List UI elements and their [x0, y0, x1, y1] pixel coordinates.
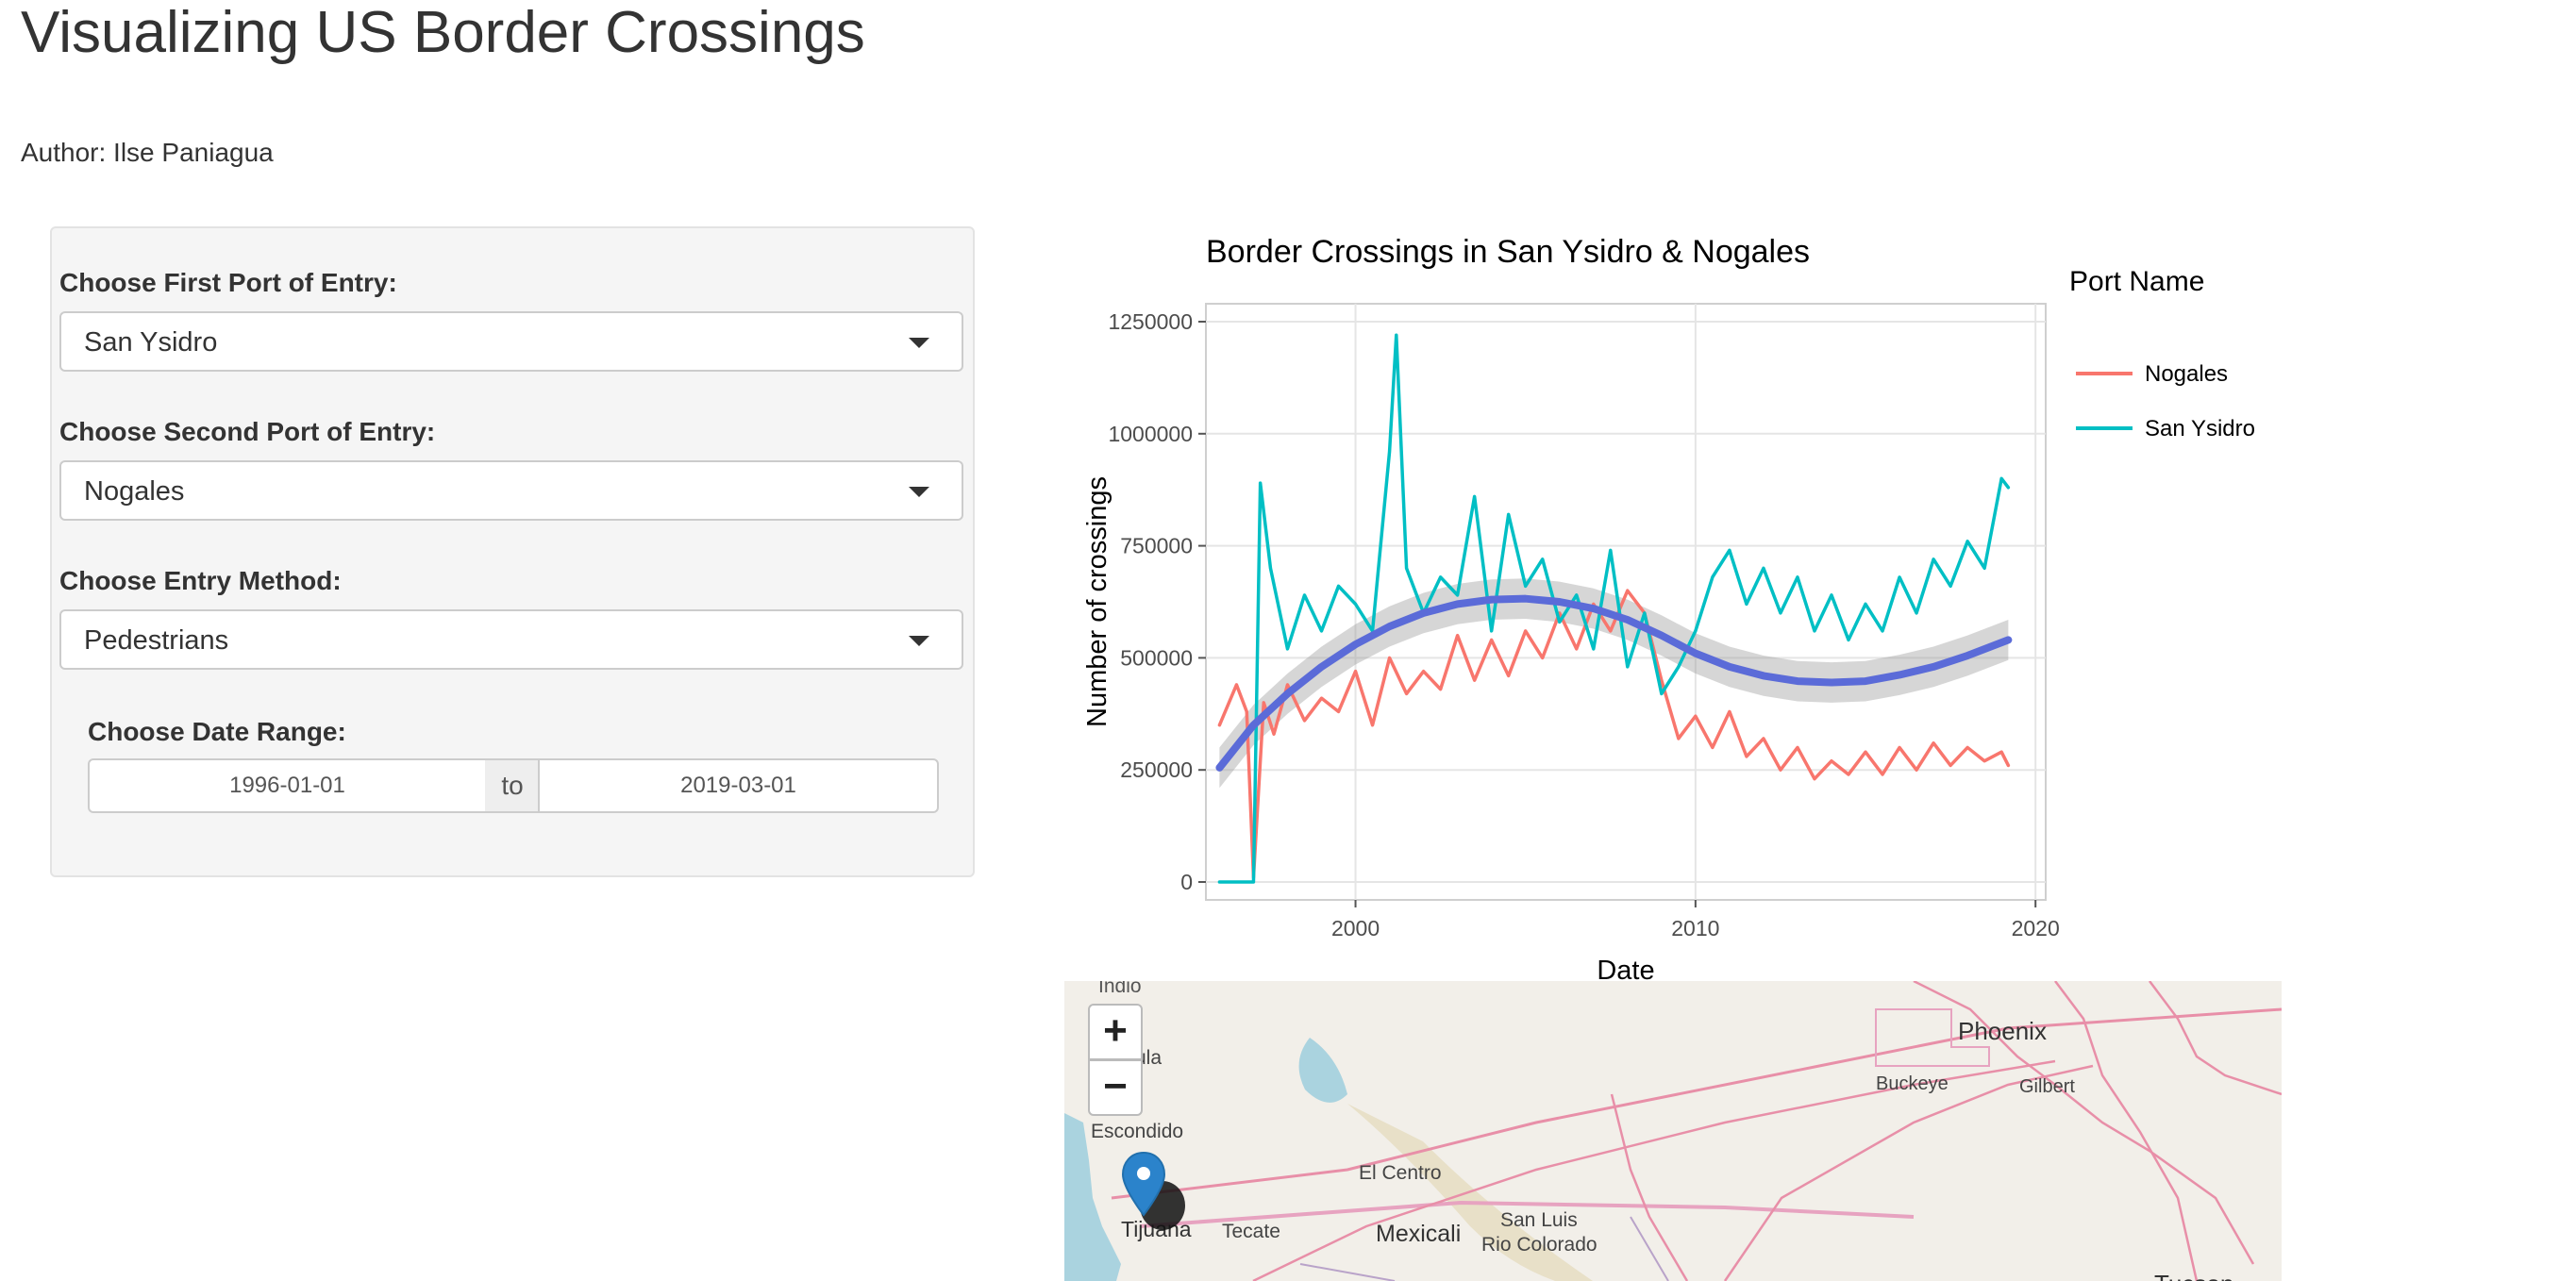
x-axis-label: Date: [1597, 956, 1654, 986]
trend-confidence-band: [1219, 578, 2009, 789]
legend-label: Nogales: [2145, 361, 2228, 387]
map-label-phoenix: Phoenix: [1958, 1017, 2047, 1045]
y-tick-label: 500000: [1120, 645, 1193, 670]
map-label-gilbert: Gilbert: [2019, 1076, 2075, 1097]
sidebar-panel: Choose First Port of Entry: San Ysidro C…: [50, 226, 975, 877]
zoom-in-button[interactable]: +: [1088, 1004, 1143, 1060]
second-port-value: Nogales: [84, 476, 185, 507]
map-pin-icon[interactable]: [1121, 1151, 1196, 1240]
map-label-tucson: Tucson: [2154, 1270, 2233, 1281]
y-tick-label: 1250000: [1108, 309, 1193, 334]
legend-title: Port Name: [2069, 266, 2204, 297]
chevron-down-icon: [909, 338, 929, 348]
first-port-label: Choose First Port of Entry:: [59, 268, 397, 297]
y-tick-label: 250000: [1120, 757, 1193, 782]
x-tick-label: 2000: [1331, 916, 1380, 940]
date-range-label: Choose Date Range:: [88, 717, 346, 746]
author-text: Author: Ilse Paniagua: [21, 138, 274, 167]
border-crossings-chart: Border Crossings in San Ysidro & Nogales…: [1082, 234, 2255, 986]
series-layer: [1215, 333, 2013, 884]
page-title: Visualizing US Border Crossings: [21, 0, 865, 65]
entry-method-value: Pedestrians: [84, 625, 229, 656]
y-tick-label: 750000: [1120, 534, 1193, 558]
entry-method-label: Choose Entry Method:: [59, 566, 342, 595]
x-tick-label: 2020: [2012, 916, 2060, 940]
start-date-input[interactable]: 1996-01-01: [88, 758, 487, 813]
map-label-mexicali: Mexicali: [1376, 1221, 1462, 1247]
map-label-buckeye: Buckeye: [1876, 1073, 1949, 1094]
y-tick-label: 0: [1180, 870, 1193, 894]
map-label-escondido: Escondido: [1091, 1121, 1184, 1142]
chart-title: Border Crossings in San Ysidro & Nogales: [1206, 234, 1810, 270]
legend-label: San Ysidro: [2145, 416, 2255, 441]
second-port-select[interactable]: Nogales: [59, 460, 963, 521]
map-label-indio: Indio: [1098, 981, 1142, 997]
first-port-value: San Ysidro: [84, 327, 218, 358]
chevron-down-icon: [909, 636, 929, 646]
series-line-nogales: [1217, 589, 2011, 879]
chevron-down-icon: [909, 487, 929, 497]
plot-background: [1205, 303, 2047, 901]
axis-layer: 0 250000 500000 750000 1000000 1250000 2000 201…: [1108, 309, 2059, 940]
map-label-tecate: Tecate: [1222, 1221, 1280, 1242]
entry-method-select[interactable]: Pedestrians: [59, 609, 963, 670]
legend: Nogales San Ysidro: [2076, 361, 2255, 441]
first-port-select[interactable]: San Ysidro: [59, 311, 963, 372]
series-line-san-ysidro: [1217, 333, 2011, 884]
map-label-san-luis: San Luis: [1500, 1209, 1578, 1231]
x-tick-label: 2010: [1671, 916, 1719, 940]
map-label-el-centro: El Centro: [1359, 1162, 1442, 1184]
date-range-separator: to: [485, 758, 540, 813]
trend-line: [1215, 594, 2013, 772]
second-port-label: Choose Second Port of Entry:: [59, 417, 436, 446]
map-tiles: [1064, 981, 2282, 1281]
y-tick-label: 1000000: [1108, 422, 1193, 446]
grid-layer: [1206, 304, 2046, 900]
zoom-out-button[interactable]: −: [1088, 1059, 1143, 1116]
map-panel[interactable]: Indio Phoenix Buckeye Gilbert Escondido …: [1064, 981, 2282, 1281]
end-date-input[interactable]: 2019-03-01: [538, 758, 939, 813]
y-axis-label: Number of crossings: [1082, 476, 1112, 727]
map-label-rio-colorado: Rio Colorado: [1481, 1234, 1597, 1256]
